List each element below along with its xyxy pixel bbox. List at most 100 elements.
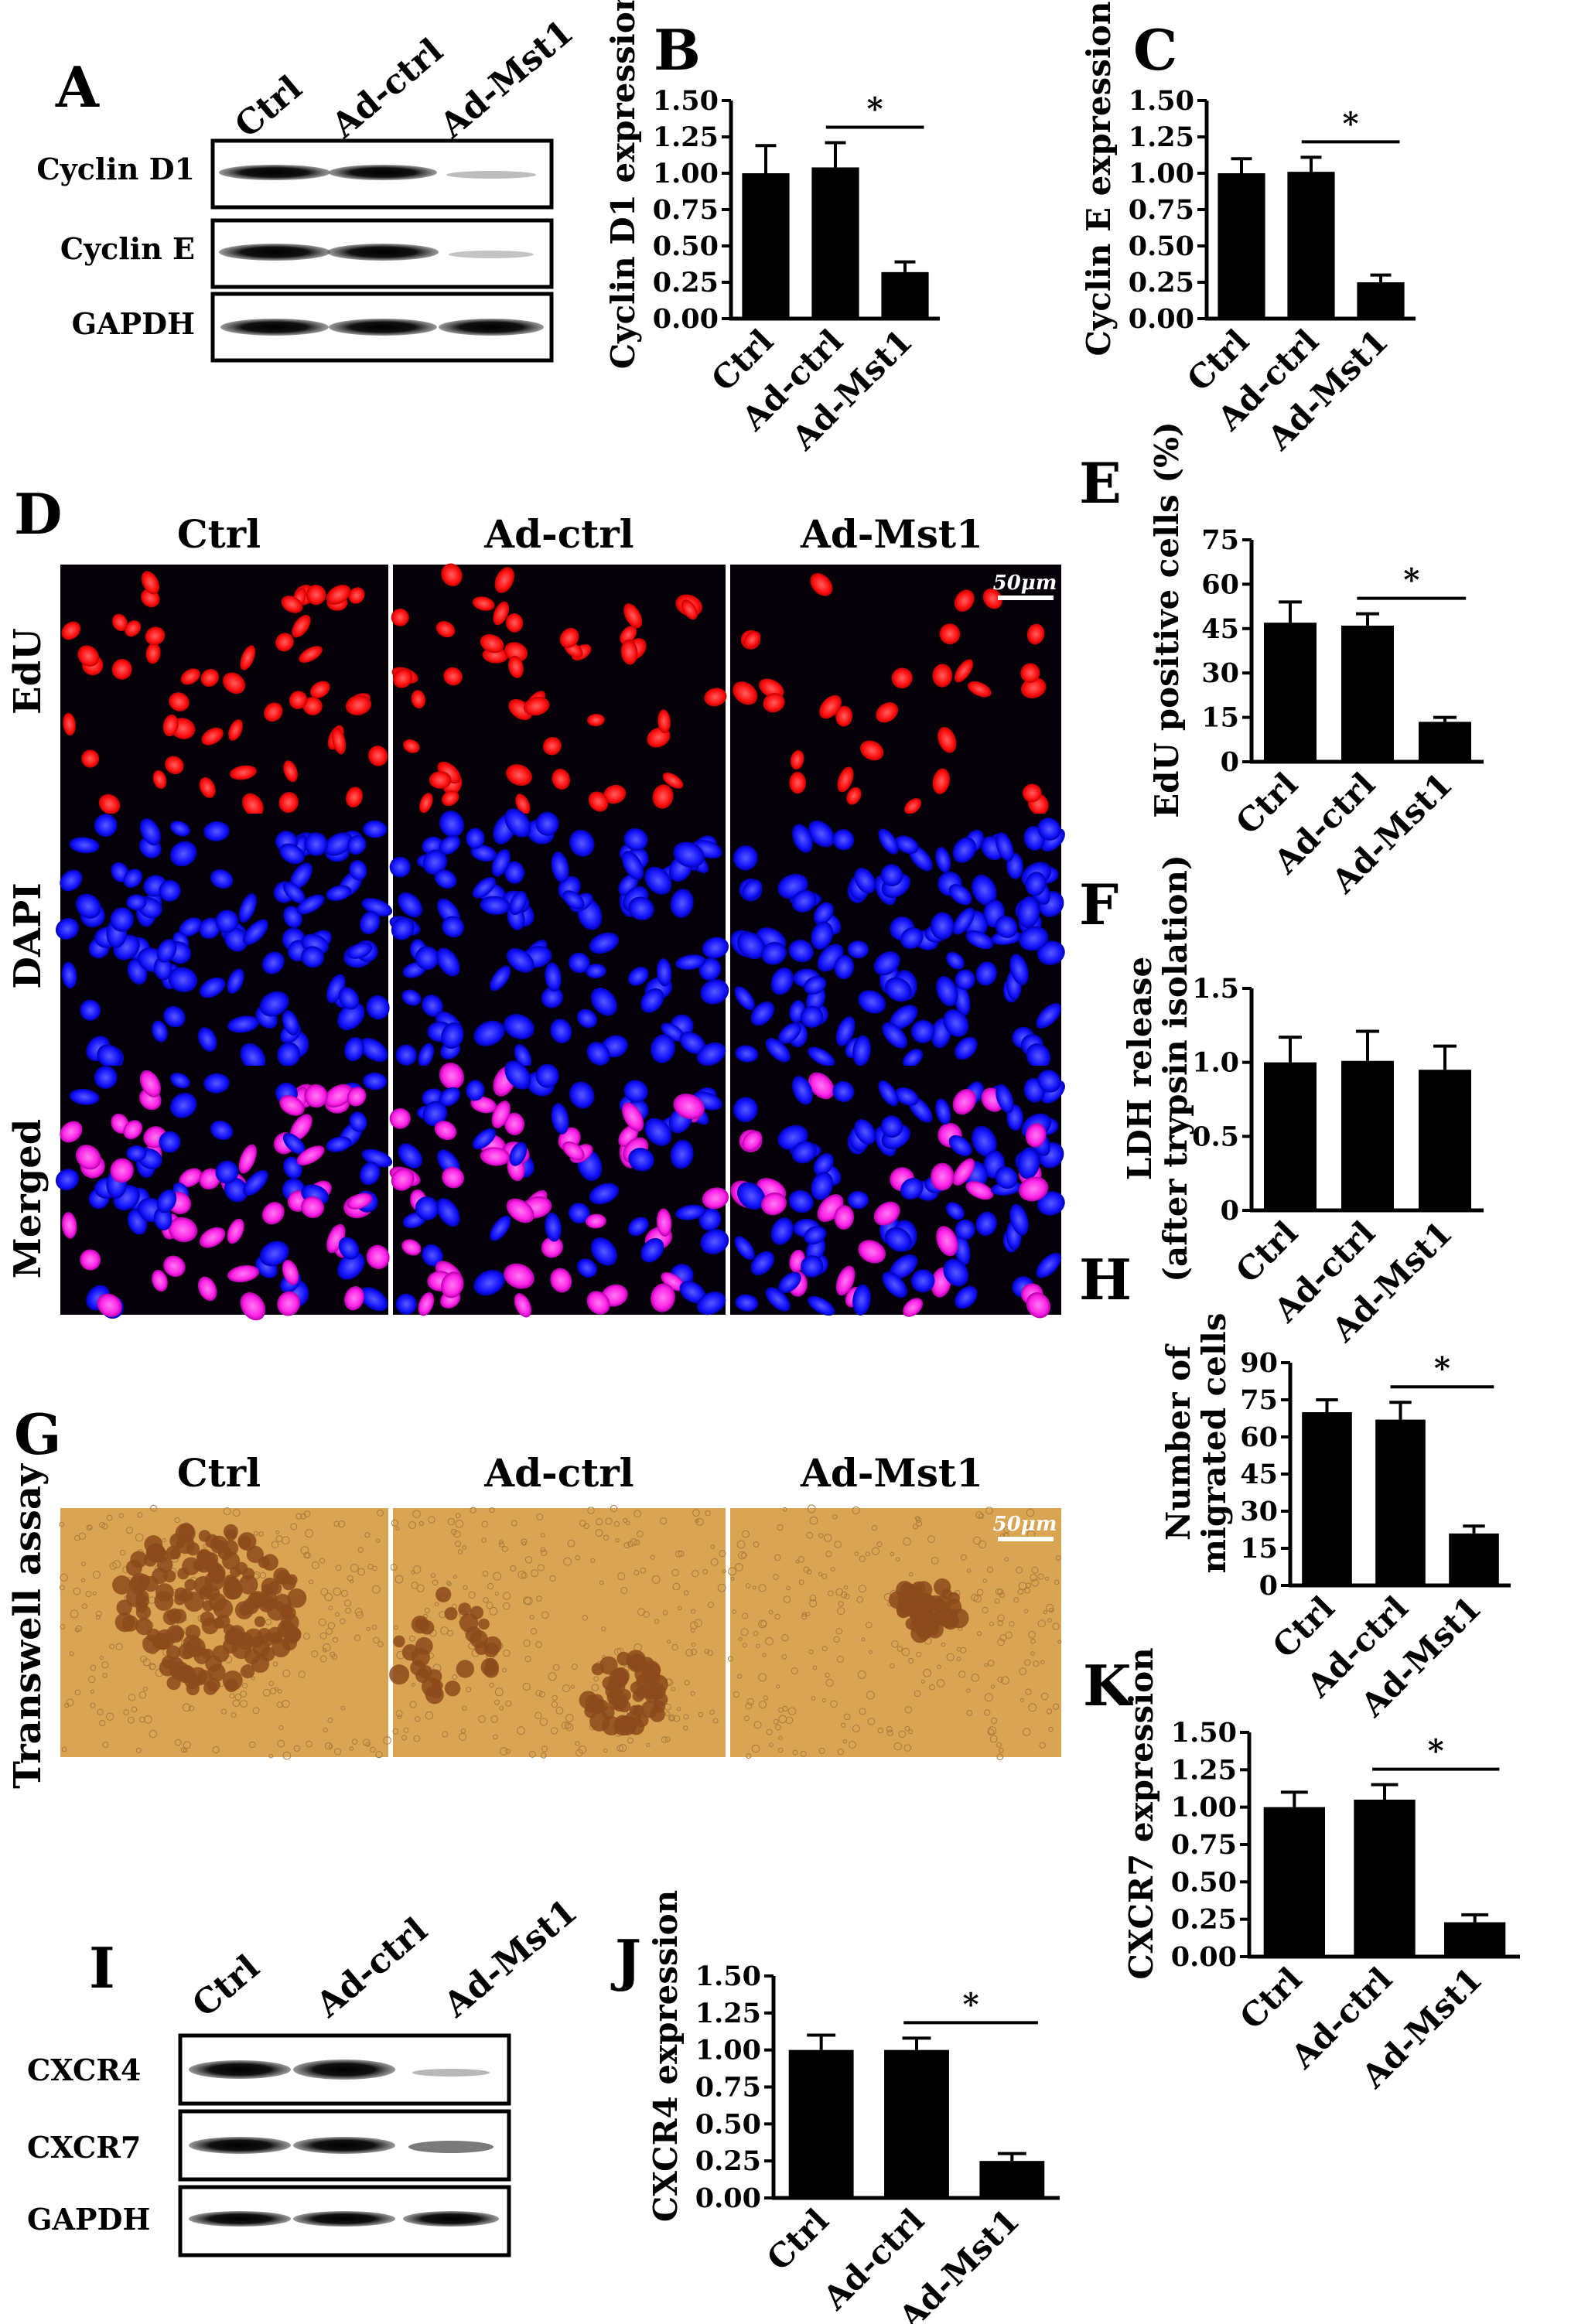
cell-nucleus xyxy=(569,1203,590,1223)
cell-nucleus xyxy=(389,856,411,878)
pore xyxy=(570,1684,575,1689)
pore xyxy=(60,1573,68,1582)
pore xyxy=(87,1524,92,1530)
cell-nucleus xyxy=(972,875,997,906)
cell-nucleus xyxy=(952,1089,976,1115)
pore xyxy=(462,1705,467,1711)
migrated-cell xyxy=(626,1650,647,1670)
pore xyxy=(753,1630,759,1636)
cell-nucleus xyxy=(882,1022,907,1049)
pore xyxy=(691,1642,696,1647)
cell-nucleus xyxy=(704,688,727,707)
pore xyxy=(777,1524,784,1531)
cell-nucleus xyxy=(1025,1123,1047,1148)
y-tick-label: 0.50 xyxy=(695,2108,761,2140)
cell-nucleus xyxy=(345,694,372,715)
pore xyxy=(989,1621,994,1626)
pore xyxy=(562,1684,570,1692)
migrated-cell xyxy=(927,1623,939,1636)
migrated-cell xyxy=(184,1592,204,1612)
pore xyxy=(442,1731,449,1738)
cell-nucleus xyxy=(586,1042,610,1066)
pore xyxy=(86,1524,93,1531)
pore xyxy=(425,1711,434,1720)
cell-nucleus xyxy=(490,965,511,991)
pore xyxy=(274,1687,278,1691)
cell-nucleus xyxy=(344,1036,364,1062)
migrated-cell xyxy=(282,1635,297,1651)
cell-nucleus xyxy=(199,777,216,798)
cell-nucleus xyxy=(61,621,81,640)
cell-nucleus xyxy=(586,1291,610,1315)
migrated-cell xyxy=(223,1637,239,1653)
cell-nucleus xyxy=(876,702,899,723)
image-background xyxy=(730,1508,1061,1757)
cell-nucleus xyxy=(145,643,161,664)
pore xyxy=(773,1718,779,1725)
bar-c-0 xyxy=(1218,173,1265,319)
pore xyxy=(1009,1621,1015,1627)
pore xyxy=(112,1560,121,1568)
pore xyxy=(524,1596,533,1606)
cell-nucleus xyxy=(123,1120,143,1140)
cell-nucleus xyxy=(939,623,961,645)
pore xyxy=(345,1607,351,1614)
pore xyxy=(97,1708,104,1715)
cell-nucleus xyxy=(296,894,325,915)
cell-nucleus xyxy=(569,829,595,857)
pore xyxy=(1016,1566,1023,1574)
migrated-cell xyxy=(116,1599,132,1616)
pore xyxy=(252,1707,260,1715)
pore xyxy=(599,1580,604,1585)
pore xyxy=(92,1591,97,1595)
pore xyxy=(371,1624,377,1630)
blot-i-label-gapdh: GAPDH xyxy=(27,2202,150,2237)
pore xyxy=(671,1687,676,1691)
pore xyxy=(987,1728,995,1735)
pore xyxy=(710,1544,715,1549)
cell-nucleus xyxy=(61,961,77,989)
pore xyxy=(340,1705,346,1711)
cell-nucleus xyxy=(168,967,198,992)
cell-nucleus xyxy=(261,1202,285,1225)
pore xyxy=(391,1519,399,1527)
cell-nucleus xyxy=(344,1286,364,1311)
panel-label-j: J xyxy=(610,1927,641,1993)
pore xyxy=(99,1656,104,1660)
cell-nucleus xyxy=(179,1168,203,1188)
pore xyxy=(431,1573,435,1578)
blot-i-label-cxcr7: CXCR7 xyxy=(27,2130,141,2165)
bar-k-1 xyxy=(1354,1800,1416,1957)
pore xyxy=(539,1718,548,1726)
y-tick-label: 15 xyxy=(1201,702,1239,734)
fluorescence-image-grid xyxy=(55,563,1065,1321)
pore xyxy=(249,1741,256,1749)
pore xyxy=(758,1673,767,1682)
cell-nucleus xyxy=(391,917,415,940)
pore xyxy=(500,1747,508,1756)
pore xyxy=(523,1640,531,1647)
cell-nucleus xyxy=(788,940,814,963)
pore xyxy=(494,1699,500,1705)
pore xyxy=(319,1655,327,1663)
cell-nucleus xyxy=(551,851,569,883)
pore xyxy=(320,1588,329,1596)
cell-nucleus xyxy=(395,1293,417,1315)
pore xyxy=(786,1585,791,1591)
cell-nucleus xyxy=(640,988,664,1013)
migrated-cell xyxy=(238,1575,258,1595)
pore xyxy=(710,1558,719,1566)
cell-nucleus xyxy=(203,821,230,841)
pore xyxy=(531,1569,539,1578)
migrated-cell xyxy=(286,1574,298,1585)
pore xyxy=(455,1520,464,1528)
pore xyxy=(251,1676,255,1681)
pore xyxy=(1046,1708,1053,1715)
cell-nucleus xyxy=(623,1080,648,1103)
pore xyxy=(778,1735,783,1740)
pore xyxy=(383,1736,391,1745)
pore xyxy=(344,1599,351,1607)
migrated-cell xyxy=(224,1678,239,1692)
cell-nucleus xyxy=(835,705,853,727)
cell-nucleus xyxy=(435,621,456,638)
